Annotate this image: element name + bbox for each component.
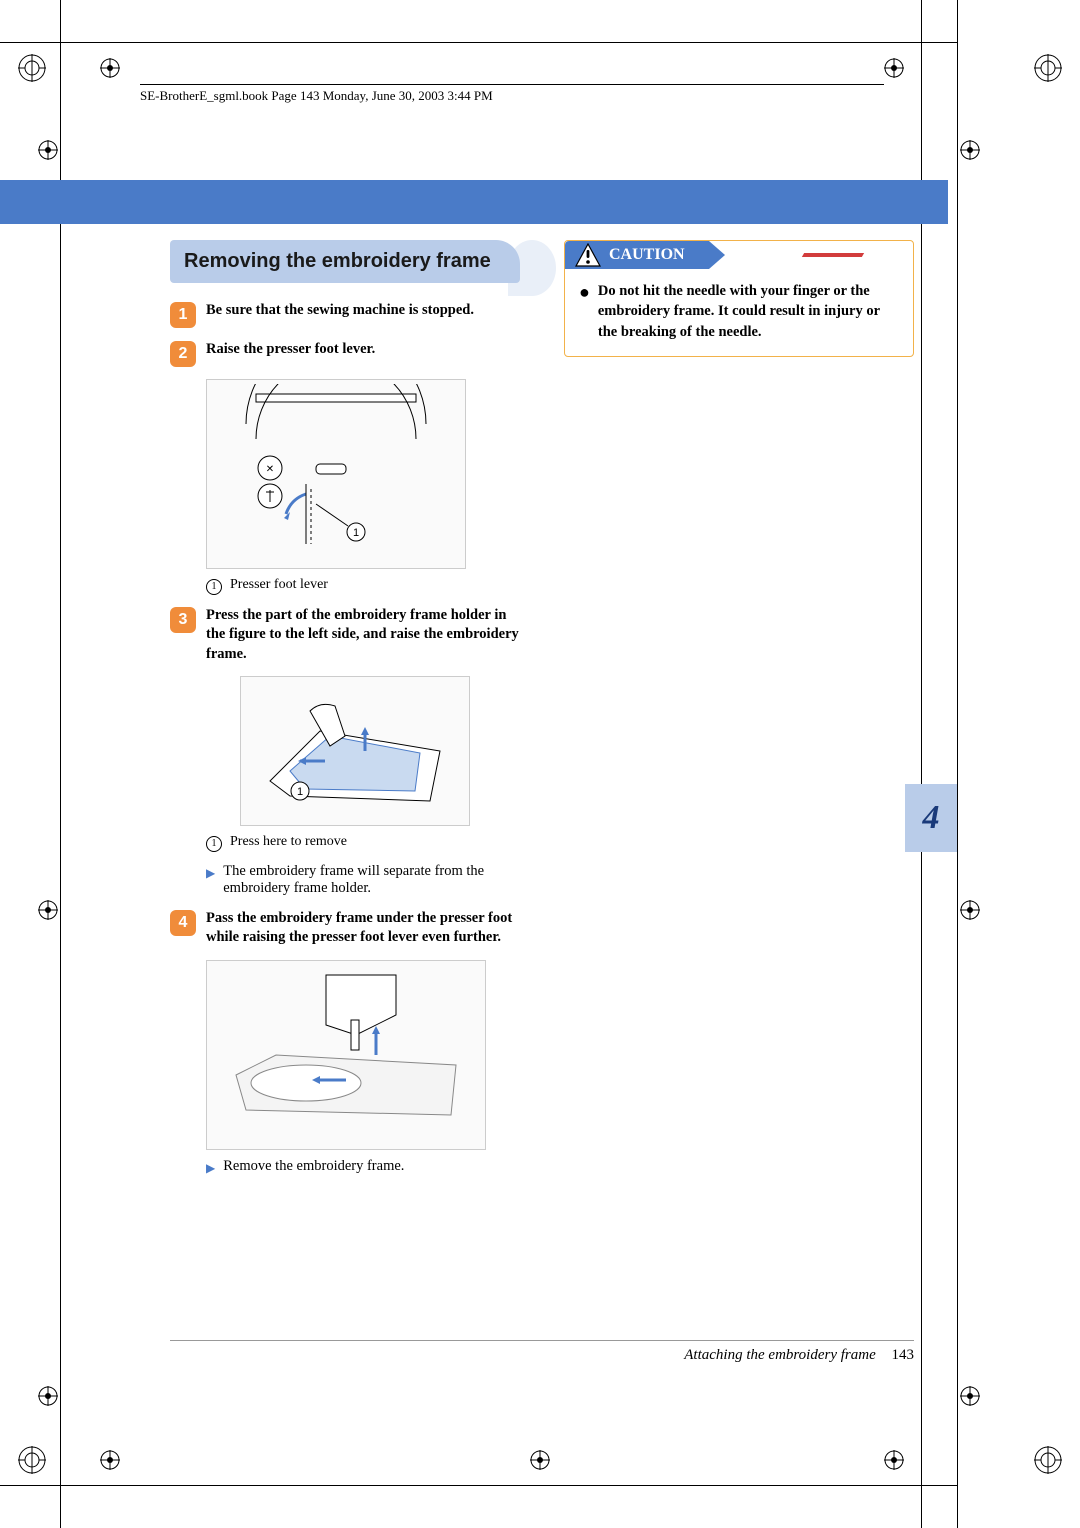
registration-target-icon	[884, 58, 904, 78]
chapter-number: 4	[923, 799, 940, 837]
registration-target-icon	[884, 1450, 904, 1470]
registration-target-icon	[960, 900, 980, 920]
footer-section-name: Attaching the embroidery frame	[684, 1347, 875, 1363]
registration-target-icon	[960, 1386, 980, 1406]
step-text: Pass the embroidery frame under the pres…	[206, 909, 520, 948]
crop-frame	[921, 0, 922, 1528]
registration-target-icon	[100, 58, 120, 78]
registration-target-icon	[38, 900, 58, 920]
callout-label: Press here to remove	[230, 834, 347, 850]
figure-callout-list: 1 Press here to remove	[206, 834, 520, 851]
caution-box: CAUTION ● Do not hit the needle with you…	[564, 240, 914, 357]
figure-callout: 1 Presser foot lever	[206, 577, 520, 594]
registration-target-icon	[38, 140, 58, 160]
step-number-badge: 1	[170, 302, 196, 328]
figure-presser-foot-lever: ✕ 1	[206, 379, 466, 569]
callout-number-icon: 1	[206, 836, 222, 852]
footer-page-number: 143	[892, 1347, 915, 1363]
step-3: 3 Press the part of the embroidery frame…	[170, 606, 520, 665]
step-number-badge: 3	[170, 607, 196, 633]
step-text: Raise the presser foot lever.	[206, 340, 375, 360]
registration-mark-icon	[18, 54, 46, 82]
figure-pass-frame-under	[206, 960, 486, 1150]
step-text: Press the part of the embroidery frame h…	[206, 606, 520, 665]
crop-frame	[0, 42, 958, 43]
crop-frame	[60, 0, 61, 1528]
triangle-bullet-icon: ▶	[206, 1161, 215, 1176]
svg-text:✕: ✕	[266, 464, 274, 475]
result-text: Remove the embroidery frame.	[223, 1158, 404, 1175]
svg-text:1: 1	[353, 527, 359, 539]
result-note: ▶ Remove the embroidery frame.	[206, 1158, 520, 1176]
caution-text: ● Do not hit the needle with your finger…	[579, 281, 899, 342]
registration-mark-icon	[1034, 54, 1062, 82]
crop-frame	[0, 1485, 958, 1486]
page-footer: Attaching the embroidery frame 143	[170, 1340, 914, 1364]
crop-frame	[957, 0, 958, 1528]
step-text: Be sure that the sewing machine is stopp…	[206, 301, 474, 321]
registration-target-icon	[100, 1450, 120, 1470]
section-title-box: Removing the embroidery frame	[170, 240, 520, 283]
running-head-text: SE-BrotherE_sgml.book Page 143 Monday, J…	[140, 88, 493, 103]
figure-callout-list: 1 Presser foot lever	[206, 577, 520, 594]
result-text: The embroidery frame will separate from …	[223, 863, 520, 897]
warning-triangle-icon	[575, 243, 601, 267]
bullet-icon: ●	[579, 283, 590, 342]
step-1: 1 Be sure that the sewing machine is sto…	[170, 301, 520, 328]
figure-press-to-remove: 1	[240, 676, 470, 826]
step-2: 2 Raise the presser foot lever.	[170, 340, 520, 367]
step-number-badge: 2	[170, 341, 196, 367]
step-number-badge: 4	[170, 910, 196, 936]
registration-target-icon	[530, 1450, 550, 1470]
registration-mark-icon	[1034, 1446, 1062, 1474]
caution-body: Do not hit the needle with your finger o…	[598, 281, 899, 342]
registration-target-icon	[960, 140, 980, 160]
figure-callout: 1 Press here to remove	[206, 834, 520, 851]
running-head: SE-BrotherE_sgml.book Page 143 Monday, J…	[140, 84, 884, 104]
svg-text:1: 1	[297, 786, 303, 798]
result-note: ▶ The embroidery frame will separate fro…	[206, 863, 520, 897]
callout-number-icon: 1	[206, 579, 222, 595]
page-banner	[0, 180, 948, 224]
registration-target-icon	[38, 1386, 58, 1406]
registration-mark-icon	[18, 1446, 46, 1474]
triangle-bullet-icon: ▶	[206, 866, 215, 881]
step-4: 4 Pass the embroidery frame under the pr…	[170, 909, 520, 948]
callout-label: Presser foot lever	[230, 577, 328, 593]
section-title: Removing the embroidery frame	[184, 250, 506, 273]
